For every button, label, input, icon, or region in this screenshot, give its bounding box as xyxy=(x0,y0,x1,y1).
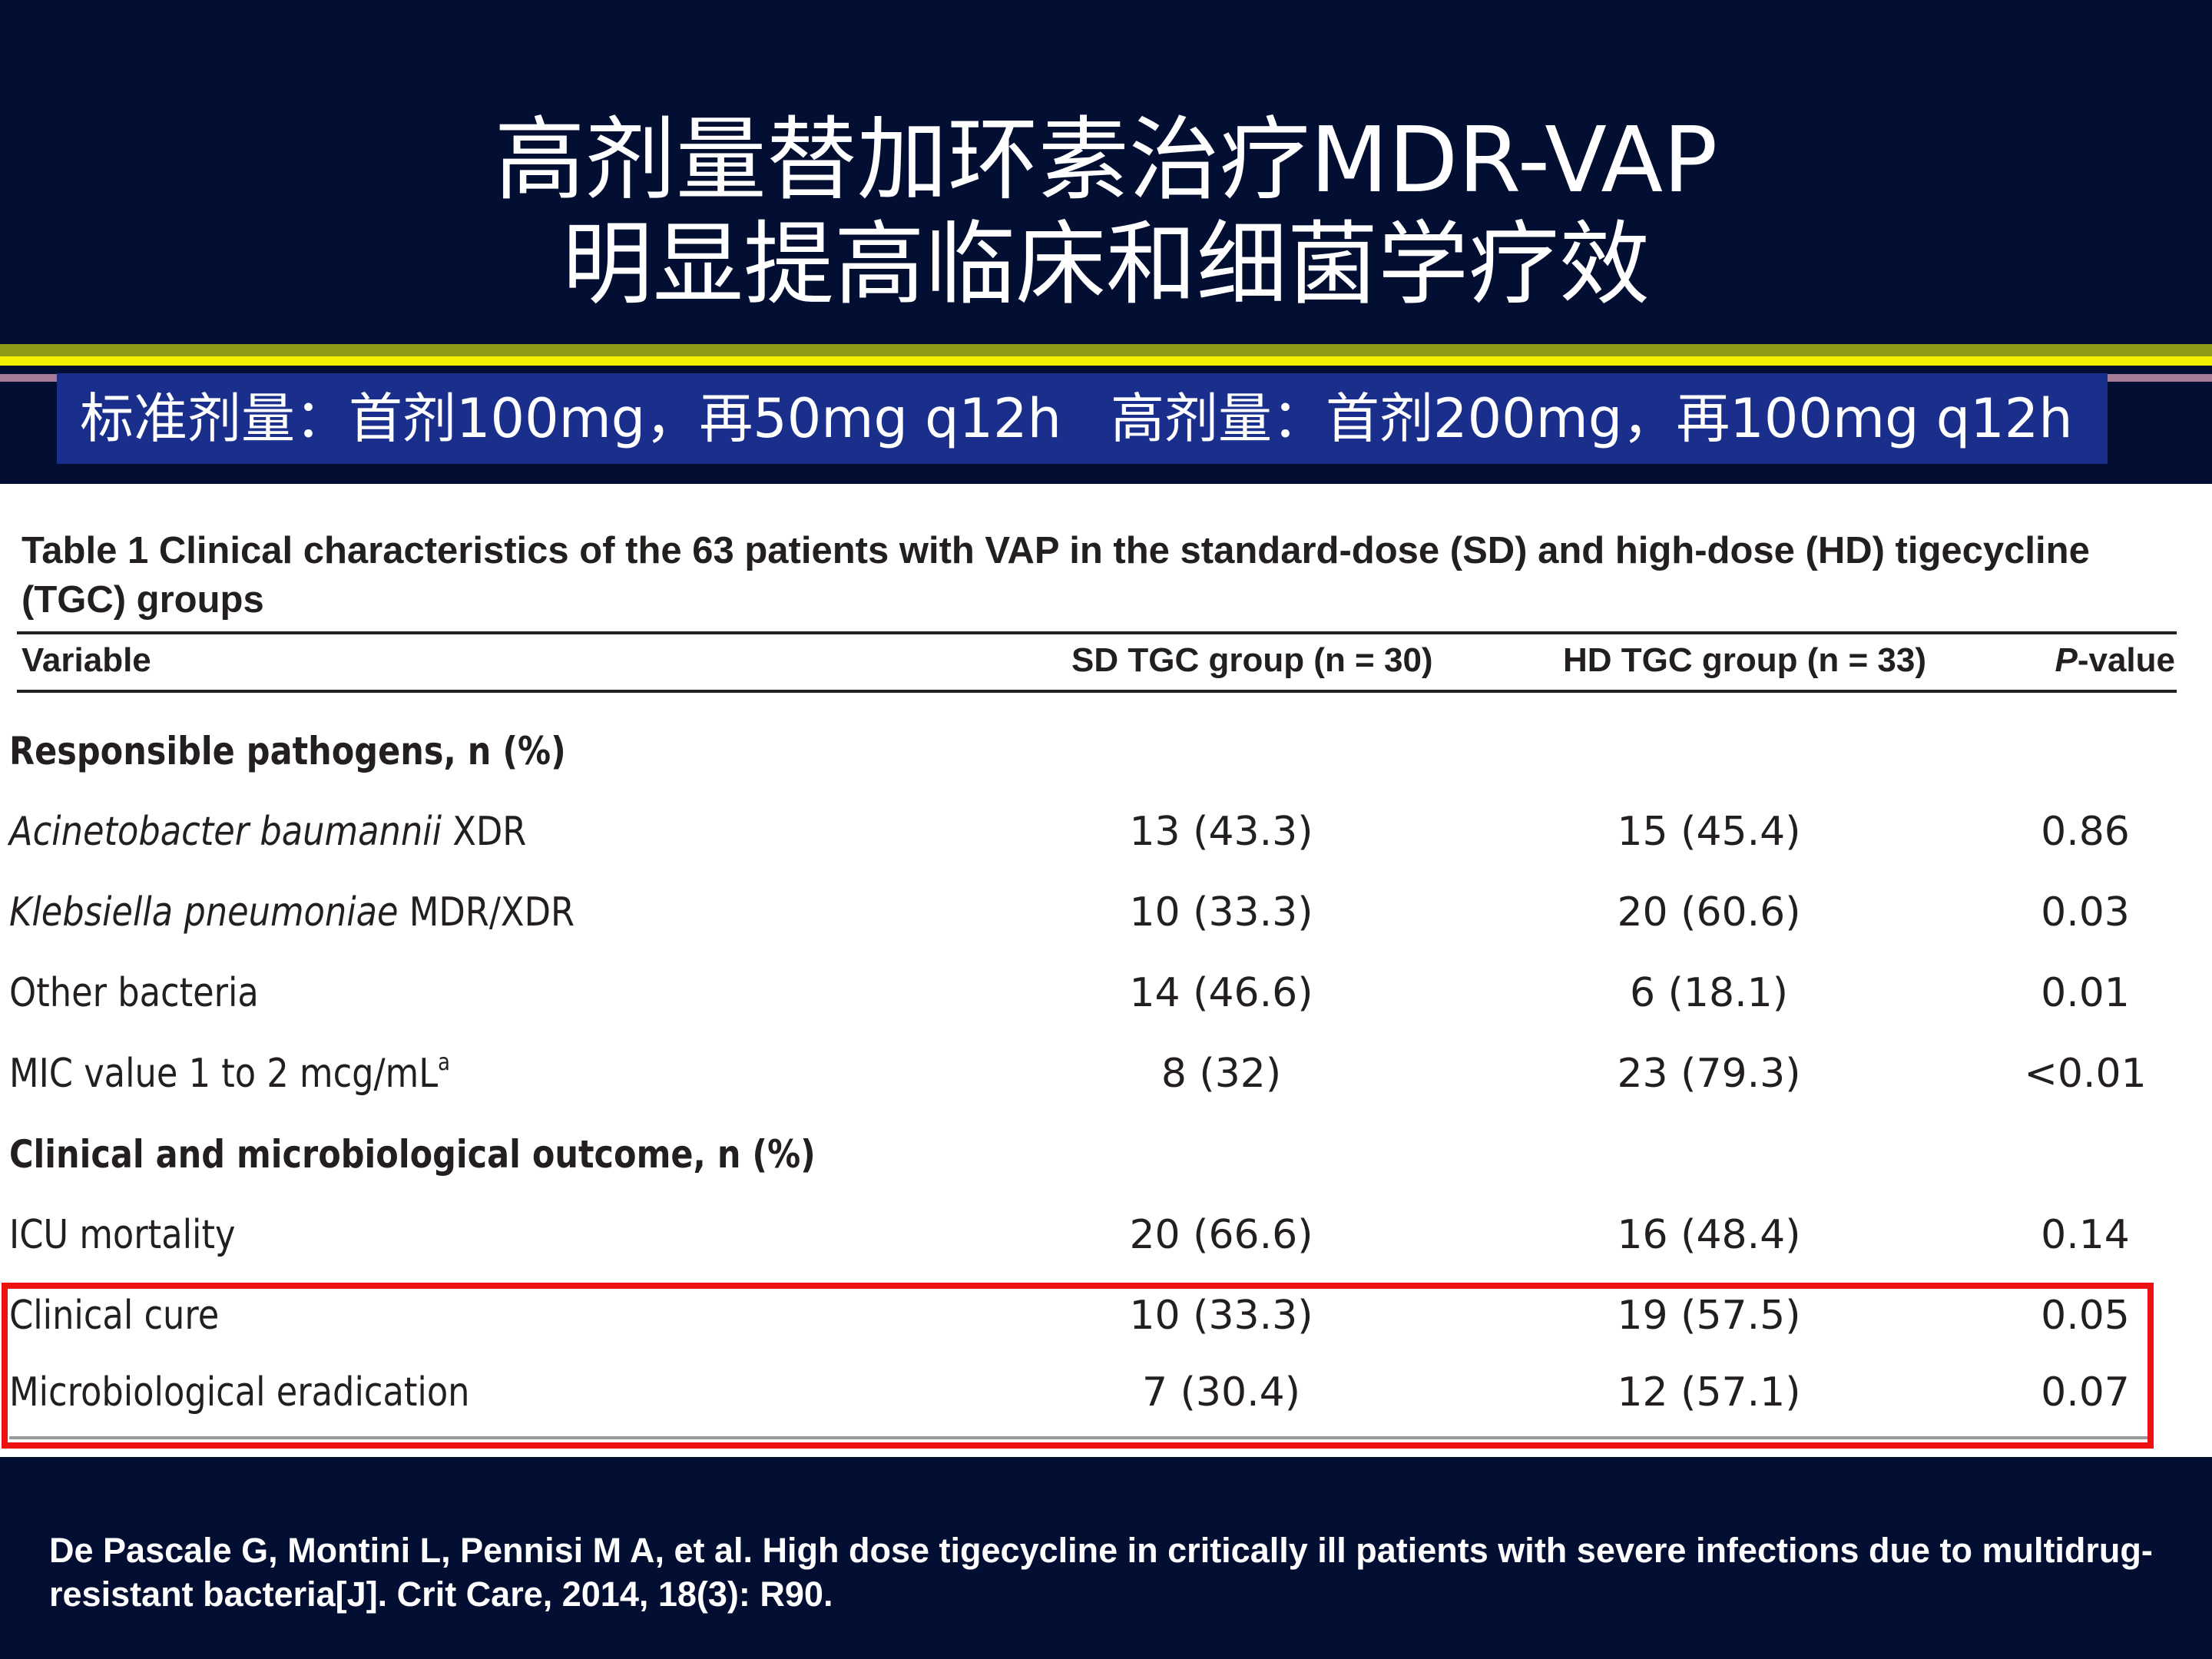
cell-sd: 14 (46.6) xyxy=(1129,970,1313,1016)
footnote-marker: a xyxy=(438,1049,450,1076)
row-label: Acinetobacter baumannii XDR xyxy=(9,797,526,866)
cell-sd: 8 (32) xyxy=(1161,1051,1282,1097)
slide-title-line2: 明显提高临床和细菌学疗效 xyxy=(561,211,1650,317)
slide-title: 高剂量替加环素治疗MDR-VAP 明显提高临床和细菌学疗效 xyxy=(0,108,2212,316)
section-label: Clinical and microbiological outcome, n … xyxy=(9,1132,816,1177)
table-header-rule xyxy=(17,690,2177,693)
cell-p: 0.01 xyxy=(2041,970,2130,1016)
table-row: Microbiological eradication 7 (30.4) 12 … xyxy=(0,1358,2212,1427)
header-hd-group: HD TGC group (n = 33) xyxy=(1563,641,1926,679)
cell-hd: 16 (48.4) xyxy=(1617,1212,1801,1258)
cell-hd: 15 (45.4) xyxy=(1617,809,1801,855)
table-row: MIC value 1 to 2 mcg/mLa 8 (32) 23 (79.3… xyxy=(0,1039,2212,1108)
row-label: MIC value 1 to 2 mcg/mLa xyxy=(9,1039,450,1108)
table-panel: Table 1 Clinical characteristics of the … xyxy=(0,484,2212,1457)
table-top-rule xyxy=(17,631,2177,634)
cell-sd: 10 (33.3) xyxy=(1129,1293,1313,1339)
header-variable: Variable xyxy=(22,641,151,679)
row-label: Clinical cure xyxy=(9,1293,220,1339)
cell-p: <0.01 xyxy=(2024,1051,2147,1097)
highlight-box xyxy=(2,1283,2154,1449)
cell-hd: 19 (57.5) xyxy=(1617,1293,1801,1339)
cell-p: 0.14 xyxy=(2041,1212,2130,1258)
section-label: Responsible pathogens, n (%) xyxy=(9,729,566,773)
dose-band: 标准剂量：首剂100mg，再50mg q12h 高剂量：首剂200mg，再100m… xyxy=(57,373,2108,464)
section-outcome: Clinical and microbiological outcome, n … xyxy=(0,1120,2212,1189)
cell-sd: 10 (33.3) xyxy=(1129,889,1313,935)
table-row: Acinetobacter baumannii XDR 13 (43.3) 15… xyxy=(0,797,2212,866)
high-dose-text: 高剂量：首剂200mg，再100mg q12h xyxy=(1111,387,2073,450)
cell-sd: 20 (66.6) xyxy=(1129,1212,1313,1258)
header-p-value: P-value xyxy=(2055,637,2175,684)
cell-hd: 20 (60.6) xyxy=(1617,889,1801,935)
table-row: Clinical cure 10 (33.3) 19 (57.5) 0.05 xyxy=(0,1281,2212,1350)
row-label: Klebsiella pneumoniae MDR/XDR xyxy=(9,878,575,947)
cell-sd: 13 (43.3) xyxy=(1129,809,1313,855)
slide-title-line1: 高剂量替加环素治疗MDR-VAP xyxy=(494,107,1718,213)
row-label: Other bacteria xyxy=(9,970,259,1016)
row-label-text: MIC value 1 to 2 mcg/mL xyxy=(9,1051,439,1097)
organism-name: Klebsiella pneumoniae xyxy=(9,889,399,935)
cell-hd: 12 (57.1) xyxy=(1617,1369,1801,1416)
table-bottom-rule xyxy=(9,1436,2147,1439)
cell-hd: 6 (18.1) xyxy=(1630,970,1788,1016)
table-row: ICU mortality 20 (66.6) 16 (48.4) 0.14 xyxy=(0,1200,2212,1270)
section-pathogens: Responsible pathogens, n (%) xyxy=(0,717,2212,786)
divider-stripe-olive xyxy=(0,344,2212,356)
header-p-rest: -value xyxy=(2077,641,2175,679)
header-p-italic: P xyxy=(2055,641,2078,679)
cell-sd: 7 (30.4) xyxy=(1142,1369,1300,1416)
standard-dose-text: 标准剂量：首剂100mg，再50mg q12h xyxy=(80,387,1062,450)
reference-citation: De Pascale G, Montini L, Pennisi M A, et… xyxy=(49,1531,2153,1614)
resistance-type: MDR/XDR xyxy=(398,889,575,935)
row-label: Microbiological eradication xyxy=(9,1369,470,1416)
table-row: Klebsiella pneumoniae MDR/XDR 10 (33.3) … xyxy=(0,878,2212,947)
divider-stripe-yellow xyxy=(0,356,2212,366)
resistance-type: XDR xyxy=(442,809,527,855)
header-sd-group: SD TGC group (n = 30) xyxy=(1071,641,1433,679)
organism-name: Acinetobacter baumannii xyxy=(9,809,442,855)
cell-p: 0.07 xyxy=(2041,1369,2130,1416)
table-caption: Table 1 Clinical characteristics of the … xyxy=(22,530,2090,621)
cell-p: 0.03 xyxy=(2041,889,2130,935)
cell-p: 0.86 xyxy=(2041,809,2130,855)
cell-p: 0.05 xyxy=(2041,1293,2130,1339)
row-label: ICU mortality xyxy=(9,1212,236,1258)
cell-hd: 23 (79.3) xyxy=(1617,1051,1801,1097)
table-row: Other bacteria 14 (46.6) 6 (18.1) 0.01 xyxy=(0,959,2212,1028)
